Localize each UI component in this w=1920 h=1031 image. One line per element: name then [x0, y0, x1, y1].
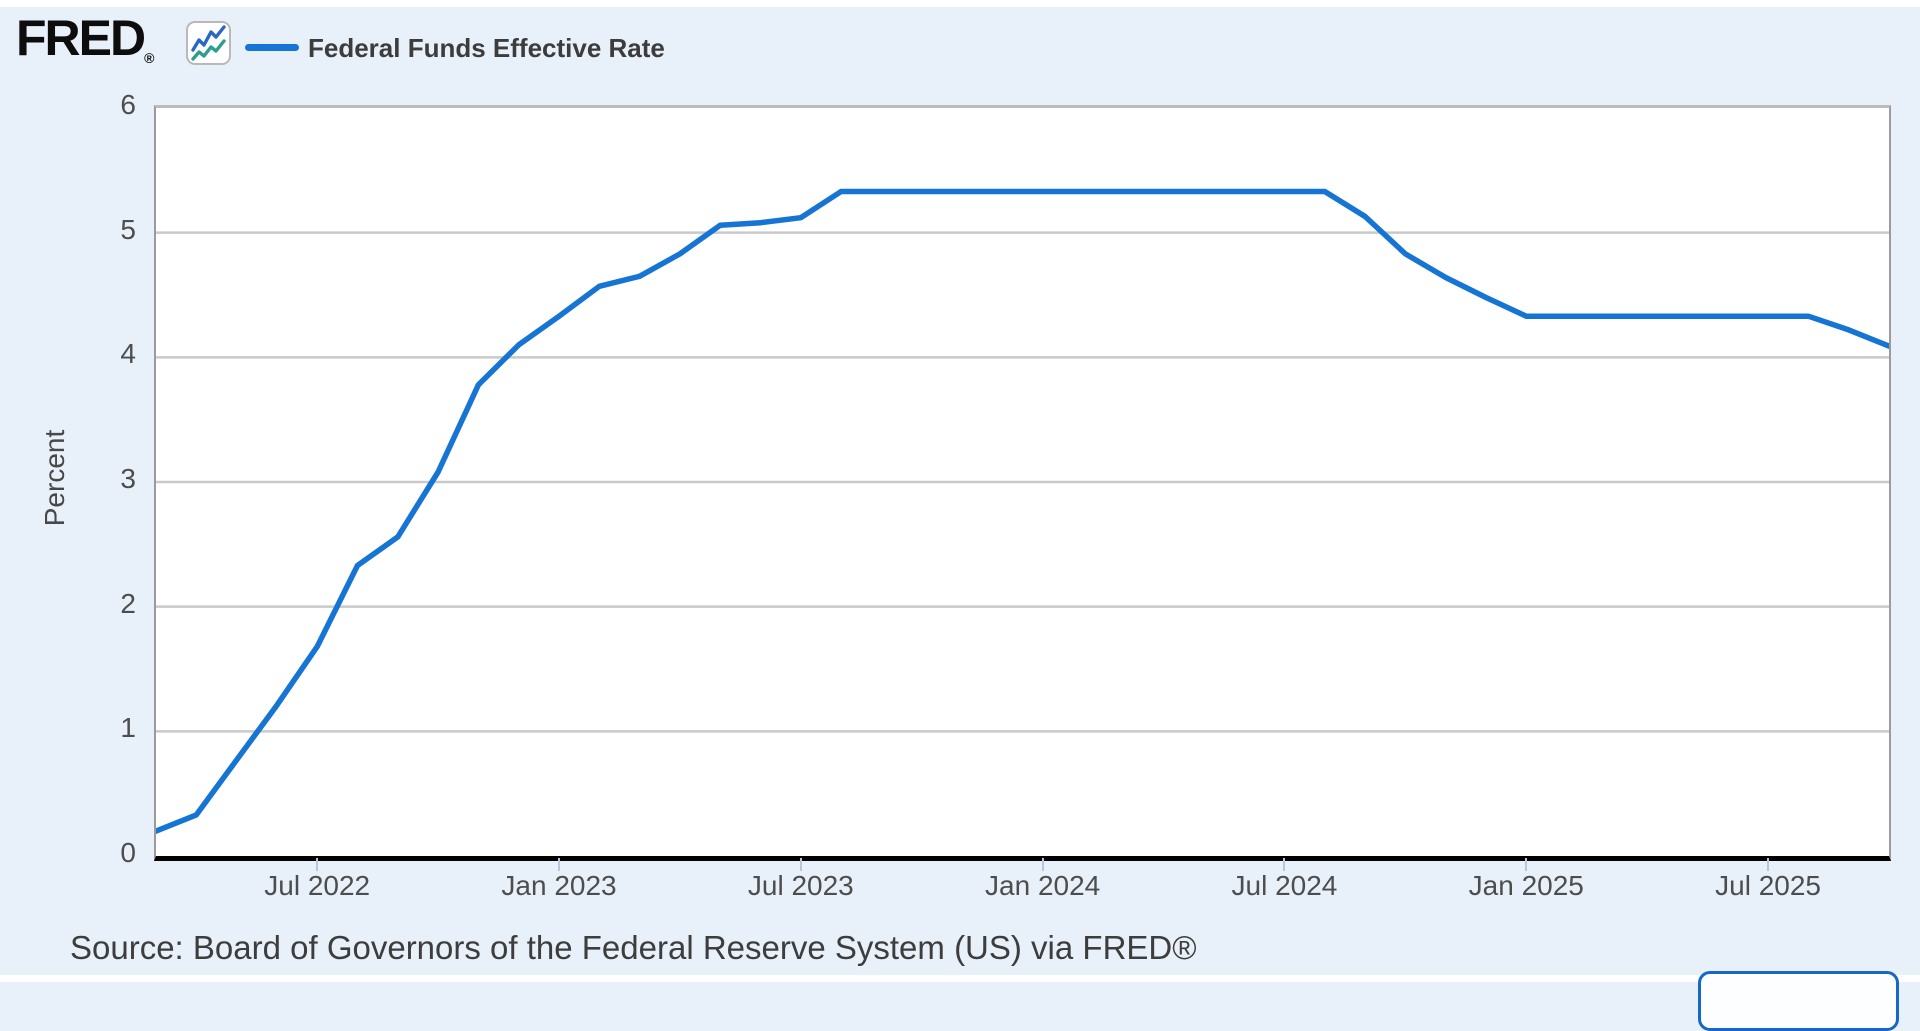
data-line-federal-funds-rate: [156, 188, 1889, 834]
x-tick-label: Jan 2025: [1468, 870, 1584, 901]
x-tick-label: Jul 2025: [1715, 870, 1822, 901]
x-tick-label: Jan 2024: [985, 870, 1101, 901]
line-chart-svg: [156, 188, 1889, 834]
x-tick-mark: [1767, 858, 1770, 871]
y-tick-label: 5: [120, 213, 136, 245]
x-tick-mark: [558, 858, 561, 871]
x-tick-mark: [316, 858, 319, 871]
x-tick-mark: [1283, 858, 1286, 871]
line-chart-icon-glyph: [191, 25, 226, 61]
x-tick-mark: [1525, 858, 1528, 871]
x-tick-label: Jul 2022: [264, 870, 371, 901]
legend-series-label: Federal Funds Effective Rate: [308, 33, 665, 63]
legend-line-swatch: [245, 44, 299, 51]
x-tick-label: Jul 2023: [747, 870, 854, 901]
y-tick-label: 0: [120, 837, 136, 868]
x-tick-mark: [799, 858, 802, 871]
fred-logo-text: FRED: [16, 10, 146, 66]
x-tick-label: Jul 2024: [1231, 870, 1338, 901]
y-tick-label: 1: [120, 712, 136, 744]
top-white-strip: [0, 0, 1920, 7]
plot-area: [154, 105, 1891, 861]
x-tick-label: Jan 2023: [501, 870, 617, 901]
x-tick-mark: [1041, 858, 1044, 871]
fred-logo: FRED®: [16, 10, 154, 86]
y-tick-label: 6: [120, 89, 136, 120]
y-tick-label: 3: [120, 463, 136, 494]
bottom-right-button[interactable]: [1698, 971, 1899, 1031]
y-tick-label: 2: [120, 587, 136, 619]
fred-line-chart-icon: [186, 21, 231, 65]
registered-trademark: ®: [144, 50, 155, 66]
y-tick-label: 4: [120, 338, 136, 370]
source-note: Source: Board of Governors of the Federa…: [70, 929, 1197, 966]
bottom-white-strip: [0, 975, 1920, 982]
